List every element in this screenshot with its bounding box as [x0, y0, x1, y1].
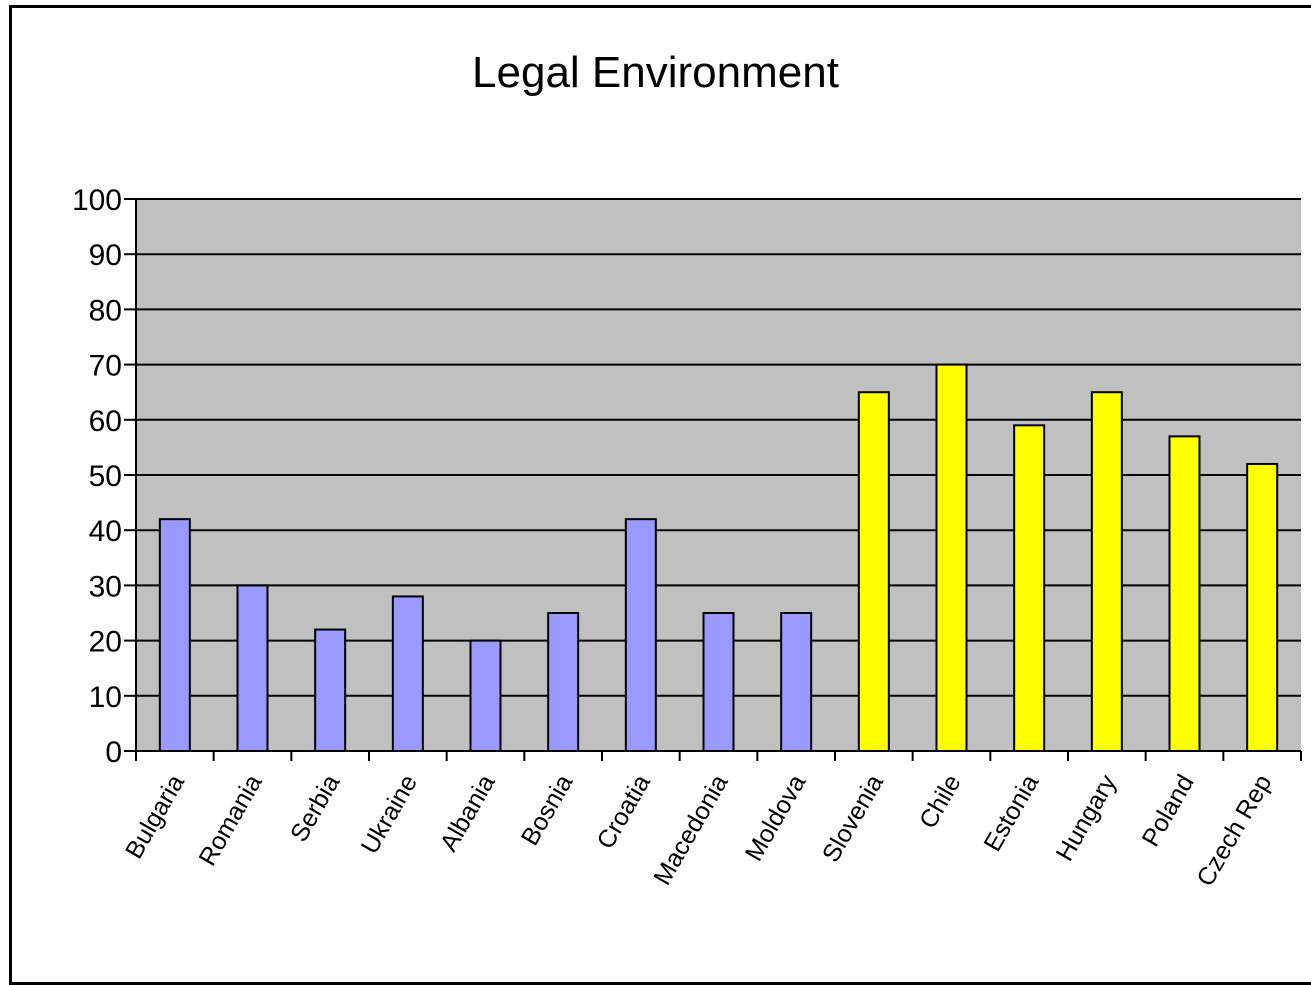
bar-bosnia	[547, 612, 580, 752]
x-tick-label: Bulgaria	[120, 770, 190, 864]
x-tick-label: Slovenia	[817, 770, 889, 867]
x-tick-label: Albania	[435, 770, 501, 856]
x-tick-label: Chile	[914, 770, 967, 833]
bars	[158, 363, 1279, 753]
bar-estonia	[1013, 424, 1046, 752]
bar-czech-rep	[1246, 462, 1279, 752]
x-tick-label: Poland	[1137, 770, 1200, 851]
bar-serbia	[314, 628, 347, 752]
x-tick-label: Ukraine	[356, 770, 423, 859]
y-tick-label: 90	[89, 239, 122, 272]
bar-croatia	[624, 518, 657, 752]
y-tick-label: 30	[89, 570, 122, 603]
bar-slovenia	[857, 391, 890, 752]
bar-macedonia	[702, 612, 735, 752]
x-tick-label: Czech Rep	[1191, 770, 1277, 891]
x-tick-label: Serbia	[285, 770, 345, 847]
x-tick-label: Croatia	[591, 770, 656, 854]
y-tick-label: 40	[89, 515, 122, 548]
y-tick-label: 100	[72, 184, 122, 217]
x-tick-label: Romania	[193, 770, 267, 871]
bar-ukraine	[391, 595, 424, 752]
y-tick-label: 80	[89, 294, 122, 327]
bar-romania	[236, 584, 269, 753]
bar-bulgaria	[158, 518, 191, 752]
y-tick-label: 60	[89, 405, 122, 438]
x-tick-label: Bosnia	[516, 770, 579, 850]
y-tick-label: 70	[89, 350, 122, 383]
x-tick-labels: Bulgaria Romania Serbia Ukraine Albania Bosni…	[120, 770, 1277, 892]
y-tick-label: 50	[89, 460, 122, 493]
bar-albania	[469, 639, 502, 752]
bar-moldova	[780, 612, 813, 752]
chart-title: Legal Environment	[472, 48, 839, 97]
y-tick-label: 10	[89, 681, 122, 714]
y-tick-label: 20	[89, 626, 122, 659]
bar-poland	[1168, 435, 1201, 752]
x-tick-label: Moldova	[740, 770, 812, 866]
bar-hungary	[1090, 391, 1123, 752]
x-tick-label: Macedonia	[648, 770, 733, 890]
x-tick-label: Estonia	[978, 770, 1044, 856]
y-tick-label: 0	[105, 736, 122, 769]
x-tick-label: Hungary	[1051, 770, 1123, 866]
bar-chile	[935, 363, 968, 752]
y-tick-labels: 0 10 20 30 40 50 60 70 80 90 100	[72, 184, 122, 769]
